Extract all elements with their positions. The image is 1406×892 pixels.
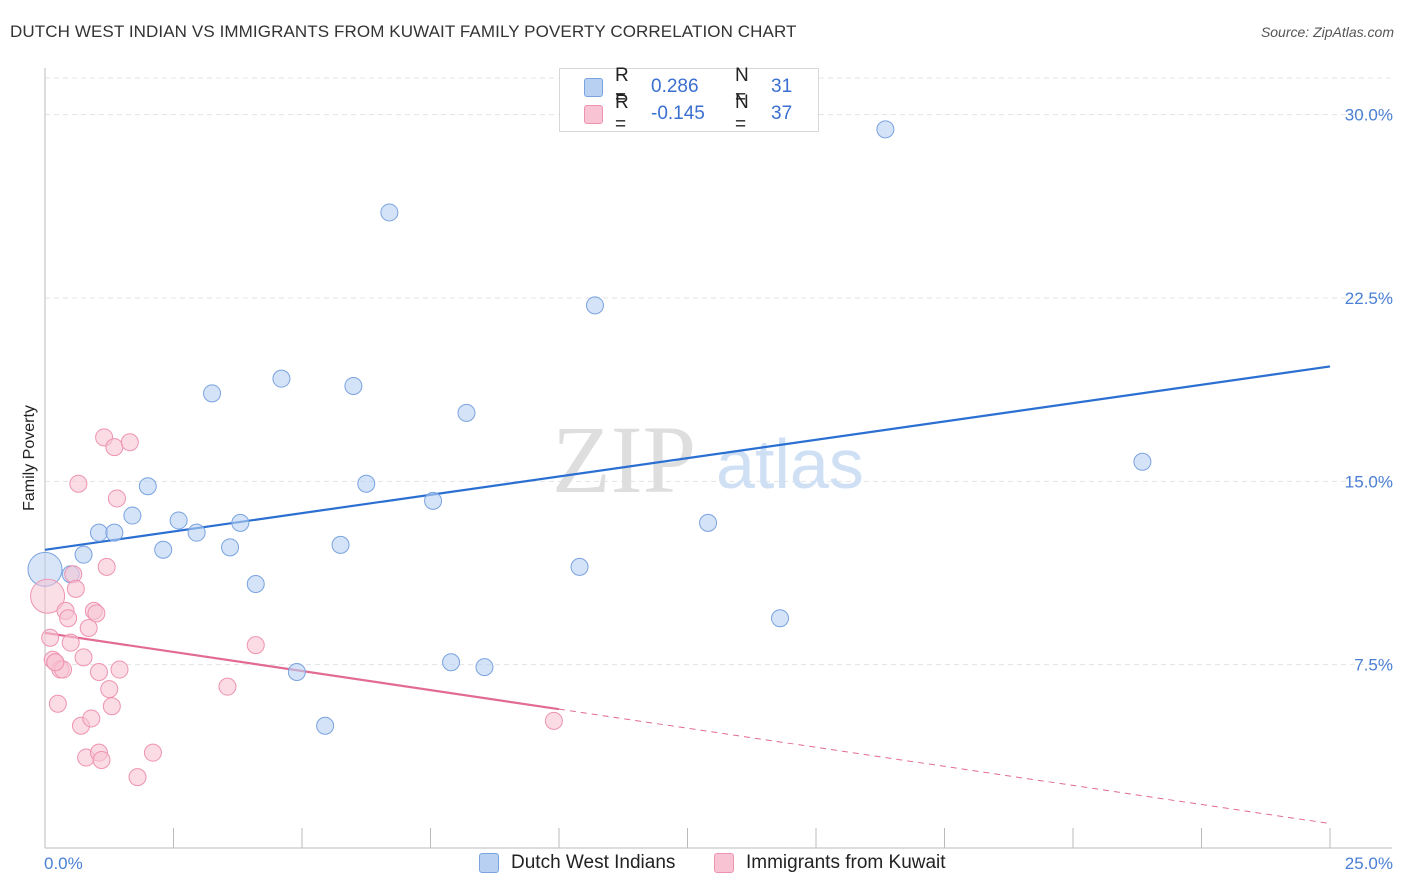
dutch-point	[424, 491, 443, 510]
legend-row-dutch: R = 0.286 N = 31	[584, 65, 793, 108]
trend-line-kuwait-extrapolated	[558, 708, 1331, 825]
x-tick-labels: 0.0% 25.0%	[44, 854, 1393, 873]
kuwait-point	[544, 711, 563, 730]
kuwait-point	[59, 609, 78, 628]
dutch-point	[344, 377, 363, 395]
pink-swatch	[584, 104, 603, 124]
n-label: N =	[735, 92, 749, 135]
kuwait-point	[82, 709, 101, 728]
dutch-point	[570, 557, 589, 576]
kuwait-point	[74, 648, 93, 667]
kuwait-point	[246, 636, 265, 655]
blue-swatch	[479, 853, 499, 873]
x-tick-label: 25.0%	[1345, 854, 1393, 873]
gridlines	[45, 77, 1392, 666]
dutch-point	[138, 477, 157, 496]
kuwait-point	[79, 619, 98, 637]
dutch-point	[123, 506, 142, 525]
kuwait-point	[102, 697, 121, 716]
y-tick-labels: 7.5% 15.0% 22.5% 30.0%	[1345, 106, 1393, 675]
dutch-point	[287, 663, 306, 681]
kuwait-point	[48, 694, 67, 713]
dutch-point	[74, 545, 93, 564]
kuwait-point	[97, 557, 116, 576]
dutch-point	[457, 403, 476, 422]
y-tick-label: 7.5%	[1354, 656, 1393, 675]
legend-row-kuwait: R = -0.145 N = 37	[584, 92, 793, 135]
r-label: R =	[615, 65, 629, 108]
dutch-point	[876, 120, 895, 139]
dutch-point	[585, 296, 604, 315]
dutch-point	[272, 369, 291, 388]
kuwait-point	[61, 633, 80, 652]
r-label: R =	[615, 92, 629, 135]
kuwait-point	[30, 578, 66, 614]
r-value: 0.286	[651, 76, 699, 97]
kuwait-point	[110, 660, 129, 679]
legend-item-dutch[interactable]: Dutch West Indians	[479, 852, 675, 874]
kuwait-point	[66, 579, 85, 598]
dutch-point	[105, 523, 124, 542]
chart-title: DUTCH WEST INDIAN VS IMMIGRANTS FROM KUW…	[10, 22, 797, 41]
dutch-point	[246, 575, 265, 593]
dutch-point	[231, 513, 250, 532]
kuwait-point	[89, 663, 108, 681]
kuwait-point	[105, 438, 124, 457]
trend-line-dutch	[44, 365, 1331, 551]
dutch-point	[442, 653, 461, 672]
data-points	[27, 120, 1152, 787]
stats-legend: R = 0.286 N = 31 R = -0.145 N = 37	[559, 65, 819, 135]
series-legend: Dutch West Indians Immigrants from Kuwai…	[0, 852, 1406, 878]
kuwait-point	[128, 768, 147, 787]
legend-item-kuwait[interactable]: Immigrants from Kuwait	[714, 852, 946, 874]
legend-label-kuwait: Immigrants from Kuwait	[746, 852, 946, 873]
dutch-point	[221, 538, 240, 557]
n-label: N =	[735, 65, 749, 108]
dutch-point	[187, 523, 206, 542]
kuwait-point	[218, 677, 237, 696]
dutch-point	[169, 511, 188, 530]
y-tick-label: 22.5%	[1345, 289, 1393, 308]
kuwait-point	[120, 433, 139, 452]
blue-swatch	[584, 77, 603, 97]
dutch-point	[475, 658, 494, 677]
y-tick-label: 15.0%	[1345, 472, 1393, 491]
kuwait-point	[64, 565, 83, 584]
legend-label-dutch: Dutch West Indians	[511, 852, 676, 873]
pink-swatch	[714, 853, 734, 873]
dutch-point	[699, 513, 718, 532]
kuwait-point	[87, 604, 106, 623]
kuwait-point	[100, 680, 119, 699]
dutch-point	[1133, 452, 1152, 471]
source-label: Source: ZipAtlas.com	[1260, 24, 1394, 40]
kuwait-point	[143, 743, 162, 762]
dutch-point	[154, 540, 173, 559]
n-value: 31	[771, 76, 793, 97]
y-axis-label: Family Poverty	[21, 405, 38, 511]
dutch-point	[771, 609, 790, 628]
dutch-point	[357, 474, 376, 493]
kuwait-point	[107, 489, 126, 508]
r-value: -0.145	[651, 103, 705, 124]
watermark-atlas: atlas	[716, 425, 864, 503]
axes	[44, 68, 1392, 849]
x-tick-label: 0.0%	[44, 854, 83, 873]
dutch-point	[331, 535, 350, 554]
n-value: 37	[771, 103, 793, 124]
dutch-point	[380, 203, 399, 222]
dutch-point	[316, 716, 335, 735]
kuwait-point	[69, 474, 88, 493]
kuwait-point	[46, 653, 65, 672]
dutch-point	[89, 523, 108, 542]
dutch-point	[203, 384, 222, 403]
kuwait-point	[41, 628, 60, 647]
y-tick-label: 30.0%	[1345, 106, 1393, 125]
kuwait-point	[92, 751, 111, 769]
